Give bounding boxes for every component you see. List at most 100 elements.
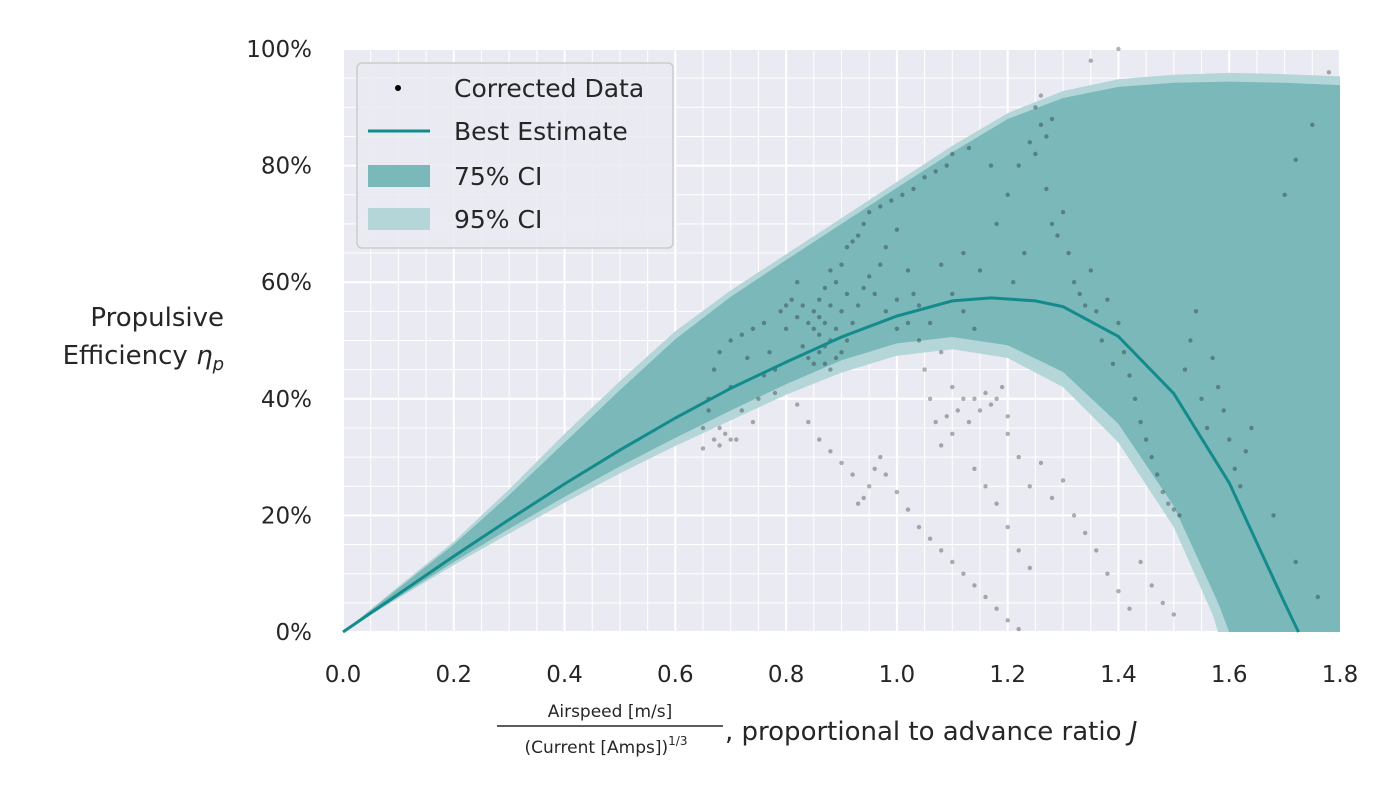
data-point	[1016, 163, 1021, 168]
data-point	[1199, 396, 1204, 401]
data-point	[878, 204, 883, 209]
data-point	[1188, 338, 1193, 343]
data-point	[939, 262, 944, 267]
data-point	[822, 361, 828, 366]
data-point	[1038, 122, 1044, 128]
data-point	[700, 446, 706, 451]
data-point	[828, 449, 833, 454]
data-point	[778, 309, 783, 314]
legend-label-ci75: 75% CI	[454, 162, 542, 191]
data-point	[1038, 460, 1044, 466]
data-point	[1044, 186, 1049, 192]
x-tick-label: 0.8	[768, 662, 805, 688]
data-point	[988, 402, 994, 407]
data-point	[1049, 221, 1055, 227]
data-point	[927, 320, 933, 326]
data-point	[1143, 437, 1149, 442]
data-point	[994, 396, 999, 401]
data-point	[861, 221, 866, 227]
legend: Corrected Data Best Estimate 75% CI 95% …	[356, 62, 674, 249]
data-point	[1088, 268, 1094, 273]
data-point	[839, 350, 844, 355]
data-point	[900, 192, 905, 197]
data-point	[783, 303, 789, 308]
data-point	[1016, 626, 1021, 632]
x-tick-label: 0.6	[657, 662, 694, 688]
data-point	[1016, 548, 1021, 553]
data-point	[806, 419, 811, 425]
data-point	[1116, 589, 1121, 594]
data-point	[861, 495, 866, 501]
data-point	[1243, 449, 1249, 454]
data-point	[1055, 233, 1060, 238]
data-point	[894, 227, 900, 232]
data-point	[1310, 122, 1315, 128]
data-point	[927, 396, 933, 401]
data-point	[994, 606, 999, 611]
y-axis-label-line2: Efficiency ηp	[63, 341, 224, 375]
legend-label-best-estimate: Best Estimate	[454, 117, 628, 146]
data-point	[933, 169, 938, 174]
data-point	[894, 489, 900, 495]
data-point	[944, 414, 949, 419]
data-point	[977, 408, 983, 413]
legend-box	[356, 62, 674, 249]
data-point	[800, 344, 805, 349]
x-tick-label: 0.0	[325, 662, 362, 688]
data-point	[767, 350, 772, 355]
data-point	[1110, 361, 1116, 366]
data-point	[1232, 466, 1238, 471]
data-point	[1005, 618, 1010, 623]
legend-marker-ci75	[368, 165, 430, 187]
data-point	[750, 419, 756, 425]
data-point	[883, 472, 888, 477]
data-point	[1249, 425, 1254, 431]
data-point	[1094, 309, 1099, 314]
data-point	[717, 350, 722, 355]
data-point	[1193, 309, 1199, 314]
data-point	[1160, 600, 1166, 606]
data-point	[1033, 105, 1038, 110]
data-point	[977, 268, 983, 273]
data-point	[988, 163, 994, 168]
data-point	[700, 425, 706, 431]
data-point	[844, 291, 850, 297]
data-point	[1210, 355, 1215, 361]
data-point	[822, 320, 828, 326]
data-point	[739, 408, 744, 413]
data-point	[828, 367, 833, 372]
data-point	[1155, 472, 1160, 477]
data-point	[1016, 454, 1021, 460]
data-point	[1060, 478, 1066, 483]
data-point	[883, 245, 888, 250]
data-point	[1071, 513, 1077, 518]
data-point	[1094, 548, 1099, 553]
data-point	[1204, 425, 1210, 431]
data-point	[894, 297, 900, 302]
data-point	[850, 472, 855, 477]
data-point	[1011, 280, 1016, 285]
data-point	[983, 390, 988, 396]
data-point	[1127, 373, 1132, 378]
y-tick-labels: 0% 20% 40% 60% 80% 100%	[246, 37, 312, 646]
data-point	[817, 350, 822, 355]
data-point	[1138, 419, 1143, 425]
data-point	[972, 466, 977, 471]
data-point	[1160, 489, 1166, 495]
data-point	[1221, 408, 1226, 413]
data-point	[811, 309, 816, 314]
data-point	[850, 320, 855, 326]
data-point	[822, 285, 828, 291]
data-point	[1215, 384, 1221, 390]
data-point	[839, 309, 844, 314]
ci75-band	[343, 81, 1340, 633]
data-point	[1238, 484, 1243, 489]
data-point	[961, 396, 966, 401]
data-point	[972, 326, 977, 331]
data-point	[1005, 524, 1010, 530]
data-point	[706, 408, 711, 413]
data-point	[1171, 612, 1177, 617]
data-point	[1027, 140, 1033, 145]
x-tick-label: 1.8	[1322, 662, 1359, 688]
